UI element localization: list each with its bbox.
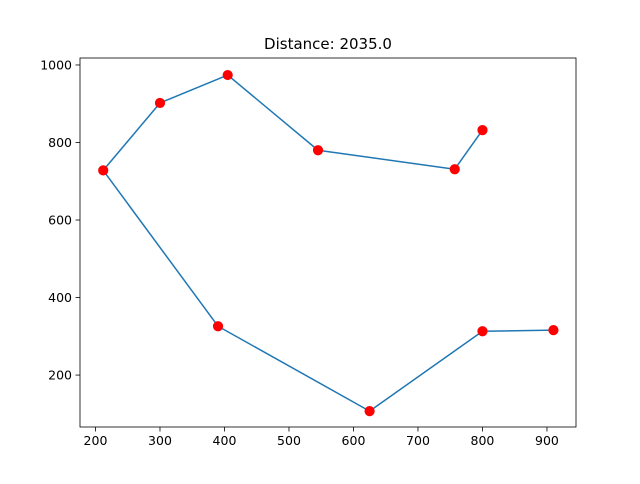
y-tick-label: 200 xyxy=(48,368,72,383)
y-tick-label: 400 xyxy=(48,290,72,305)
x-tick-label: 600 xyxy=(342,433,366,448)
x-tick-label: 900 xyxy=(535,433,559,448)
x-tick-label: 500 xyxy=(277,433,301,448)
data-point xyxy=(364,406,375,417)
data-point xyxy=(477,326,488,337)
plot-area: 200 300 400 500 600 700 800 900 200 400 600 800 1000 xyxy=(40,57,577,448)
series-line xyxy=(102,74,554,412)
y-tick-label: 800 xyxy=(48,135,72,150)
data-point xyxy=(449,164,460,175)
x-tick-label: 700 xyxy=(406,433,430,448)
x-tick-label: 200 xyxy=(84,433,108,448)
data-point xyxy=(312,145,324,156)
x-tick-label: 800 xyxy=(471,433,495,448)
data-point xyxy=(154,97,166,109)
chart-title: Distance: 2035.0 xyxy=(264,35,392,53)
x-tick-label: 300 xyxy=(148,433,172,448)
x-tick-label: 400 xyxy=(213,433,237,448)
data-point xyxy=(477,124,488,136)
data-point xyxy=(548,325,559,336)
y-tick-label: 600 xyxy=(48,213,72,228)
data-point xyxy=(222,69,233,81)
data-point xyxy=(98,165,109,176)
y-tick-label: 1000 xyxy=(40,57,72,72)
axes-frame xyxy=(79,57,577,428)
data-point xyxy=(212,321,224,332)
